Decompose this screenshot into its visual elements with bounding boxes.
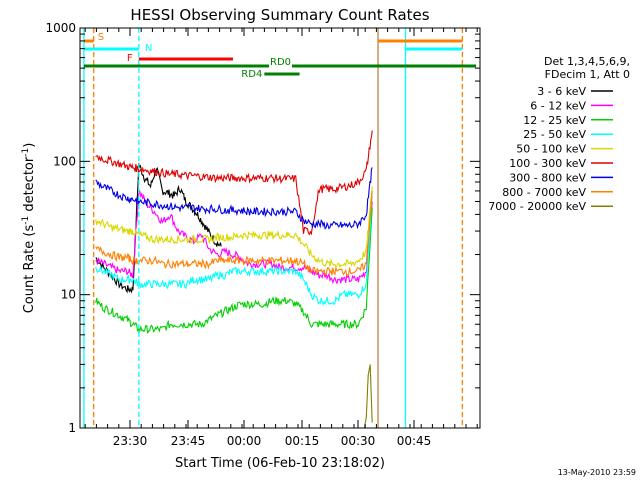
flag-label-bg-3 — [269, 57, 293, 68]
x-tick-label-1: 23:45 — [171, 434, 206, 448]
series-line-6 — [95, 167, 373, 230]
legend-title-line-1: Det 1,3,4,5,6,9, — [544, 55, 630, 68]
flag-label-1: N — [145, 43, 152, 54]
x-tick-label-4: 00:30 — [341, 434, 376, 448]
legend-entry-1: 6 - 12 keV — [530, 99, 586, 112]
legend-entry-2: 12 - 25 keV — [523, 114, 586, 127]
flag-label-3: RD0 — [270, 57, 291, 68]
legend-entry-7: 800 - 7000 keV — [502, 186, 586, 199]
legend-entry-3: 25 - 50 keV — [523, 128, 586, 141]
legend-entry-4: 50 - 100 keV — [516, 143, 586, 156]
x-tick-label-0: 23:30 — [113, 434, 148, 448]
y-tick-label-0: 1 — [68, 421, 76, 435]
x-tick-label-3: 00:15 — [285, 434, 320, 448]
y-axis-label: Count Rate (s-1 detector-1) — [21, 143, 37, 314]
series-line-0 — [95, 163, 222, 294]
series-line-5 — [95, 130, 373, 236]
flag-label-4: RD4 — [241, 69, 262, 80]
series-line-8 — [363, 364, 373, 429]
chart-title: HESSI Observing Summary Count Rates — [130, 6, 429, 24]
series-line-3 — [95, 195, 373, 307]
legend-entry-0: 3 - 6 keV — [537, 85, 586, 98]
legend-entry-8: 7000 - 20000 keV — [488, 200, 586, 213]
plot-frame — [79, 27, 481, 429]
legend-title-line-2: FDecim 1, Att 0 — [545, 68, 630, 81]
series-line-4 — [95, 186, 373, 269]
series-line-1 — [95, 189, 373, 285]
y-tick-label-3: 1000 — [45, 21, 76, 35]
legend-entry-6: 300 - 800 keV — [509, 171, 586, 184]
y-tick-label-2: 100 — [53, 154, 76, 168]
timestamp: 13-May-2010 23:59 — [558, 468, 636, 477]
legend-entry-5: 100 - 300 keV — [509, 157, 586, 170]
flag-label-0: S — [98, 32, 104, 43]
x-axis-label: Start Time (06-Feb-10 23:18:02) — [175, 456, 385, 471]
flag-label-2: F — [127, 53, 133, 64]
y-tick-label-1: 10 — [61, 288, 76, 302]
plot-area — [80, 28, 480, 428]
x-tick-label-5: 00:45 — [397, 434, 432, 448]
x-tick-label-2: 00:00 — [227, 434, 262, 448]
